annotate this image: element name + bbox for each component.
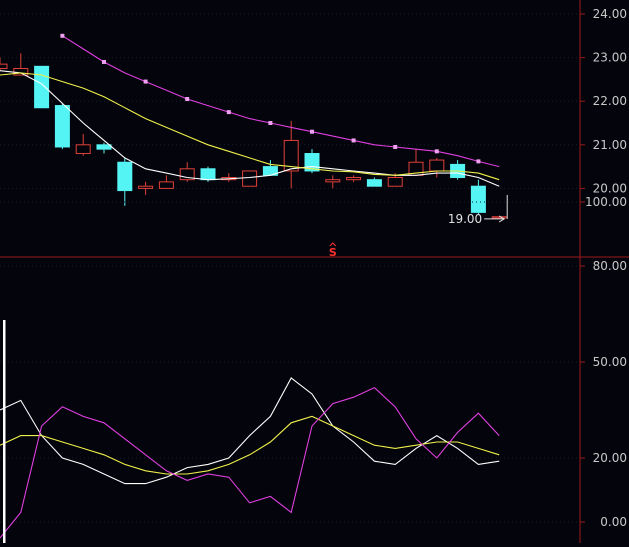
- low-arrow-head: [498, 215, 506, 223]
- candle-up: [283, 139, 299, 172]
- ma-long-marker: [393, 144, 398, 149]
- indicator-tick-label: 80.00: [593, 259, 627, 273]
- price-tick-label: 24.00: [593, 7, 627, 21]
- candle-up: [13, 68, 29, 76]
- ma-long-marker: [226, 110, 231, 115]
- indicator-tick-label: 50.00: [593, 355, 627, 369]
- candle-up: [158, 181, 174, 189]
- candle-down: [366, 179, 382, 187]
- candle-up: [491, 216, 507, 219]
- indicator-panel: [0, 201, 580, 543]
- price-tick-label: 23.00: [593, 51, 627, 65]
- ma-short-line: [0, 70, 500, 187]
- low-annotation-label: 19.00: [448, 212, 482, 226]
- ma-long-marker: [351, 138, 356, 143]
- candle-up: [0, 63, 8, 69]
- candle-down: [200, 168, 216, 181]
- ma-long-marker: [102, 59, 106, 64]
- indicator-tick-label: 100.00: [585, 195, 627, 209]
- indicator-tick-label: 20.00: [593, 451, 627, 465]
- indicator-line-1: [0, 377, 500, 485]
- ma-long-marker: [476, 159, 481, 164]
- ma-long-marker: [268, 121, 273, 125]
- event-marker-caret: [329, 242, 337, 247]
- candle-up: [179, 168, 195, 181]
- candle-up: [387, 177, 403, 187]
- ma-long-marker: [185, 97, 190, 102]
- indicator-left-bar: [3, 320, 6, 543]
- candle-down: [117, 161, 133, 192]
- indicator-line-3: [0, 386, 500, 539]
- candle-down: [54, 105, 70, 148]
- price-tick-label: 22.00: [593, 94, 627, 108]
- price-tick-label: 20.00: [593, 181, 627, 195]
- candle-up: [75, 144, 91, 155]
- ma-long-marker: [143, 79, 148, 84]
- candle-up: [242, 170, 258, 187]
- ma-mid-line: [0, 72, 500, 181]
- ma-long-marker: [60, 33, 65, 38]
- ma-long-marker: [310, 129, 314, 134]
- price-tick-label: 21.00: [593, 138, 627, 152]
- price-panel: 19.00 S: [0, 13, 580, 259]
- ma-long-line: [62, 35, 500, 168]
- candle-up: [325, 179, 341, 183]
- candle-up: [138, 185, 154, 189]
- candle-down: [470, 185, 486, 213]
- candle-down: [34, 65, 50, 109]
- candle-up: [429, 159, 445, 172]
- indicator-line-2: [0, 415, 500, 475]
- indicator-tick-label: 0.00: [600, 515, 627, 529]
- candle-up: [346, 177, 362, 181]
- ma-long-marker: [434, 149, 439, 154]
- event-marker-s: S: [329, 246, 337, 259]
- candle-down: [96, 144, 112, 150]
